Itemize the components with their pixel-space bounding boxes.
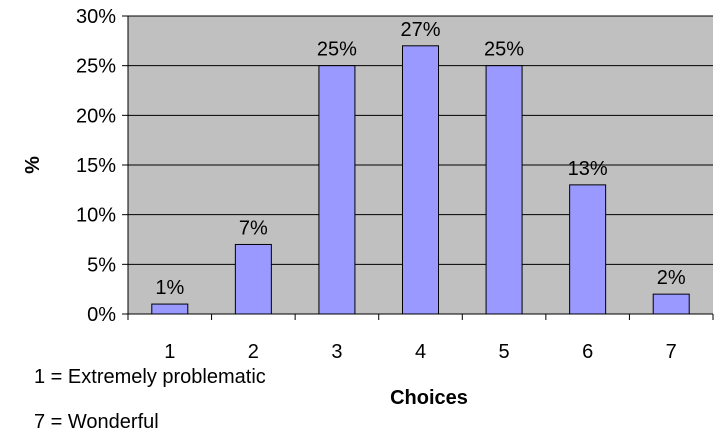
data-label: 25% <box>484 39 524 61</box>
x-tick-labels: 1 2 3 4 5 6 7 <box>164 341 677 363</box>
bar-5 <box>485 65 523 315</box>
scale-note-low: 1 = Extremely problematic <box>34 366 266 388</box>
y-tick-label: 5% <box>87 254 116 276</box>
x-tick-label: 1 <box>164 341 175 363</box>
y-tick-labels: 0% 5% 10% 15% 20% 25% 30% <box>76 6 116 326</box>
x-tick-label: 3 <box>331 341 342 363</box>
bar-2 <box>234 243 272 315</box>
y-tick-label: 20% <box>76 105 116 127</box>
data-label: 7% <box>239 217 268 239</box>
bar-7 <box>652 293 690 315</box>
bar-3 <box>318 65 356 315</box>
bar-1 <box>151 303 189 315</box>
data-label: 2% <box>657 267 686 289</box>
data-label: 25% <box>317 39 357 61</box>
x-tick-label: 2 <box>248 341 259 363</box>
data-label: 1% <box>155 277 184 299</box>
x-axis-title: Choices <box>390 387 468 409</box>
y-tick-label: 15% <box>76 155 116 177</box>
y-tick-label: 30% <box>76 6 116 28</box>
x-tick-label: 4 <box>415 341 426 363</box>
axes <box>122 15 714 320</box>
data-label: 27% <box>400 19 440 41</box>
bars <box>151 45 690 315</box>
scale-note-high: 7 = Wonderful <box>34 411 159 433</box>
y-tick-label: 0% <box>87 304 116 326</box>
bar-4 <box>402 45 439 315</box>
data-label: 13% <box>568 158 608 180</box>
bar-6 <box>569 184 607 315</box>
x-tick-label: 6 <box>582 341 593 363</box>
y-tick-label: 10% <box>76 205 116 227</box>
x-tick-label: 5 <box>499 341 510 363</box>
data-labels: 1% 7% 25% 27% 25% 13% 2% <box>155 19 686 299</box>
y-tick-label: 25% <box>76 56 116 78</box>
x-tick-label: 7 <box>666 341 677 363</box>
y-axis-title: % <box>22 156 44 174</box>
